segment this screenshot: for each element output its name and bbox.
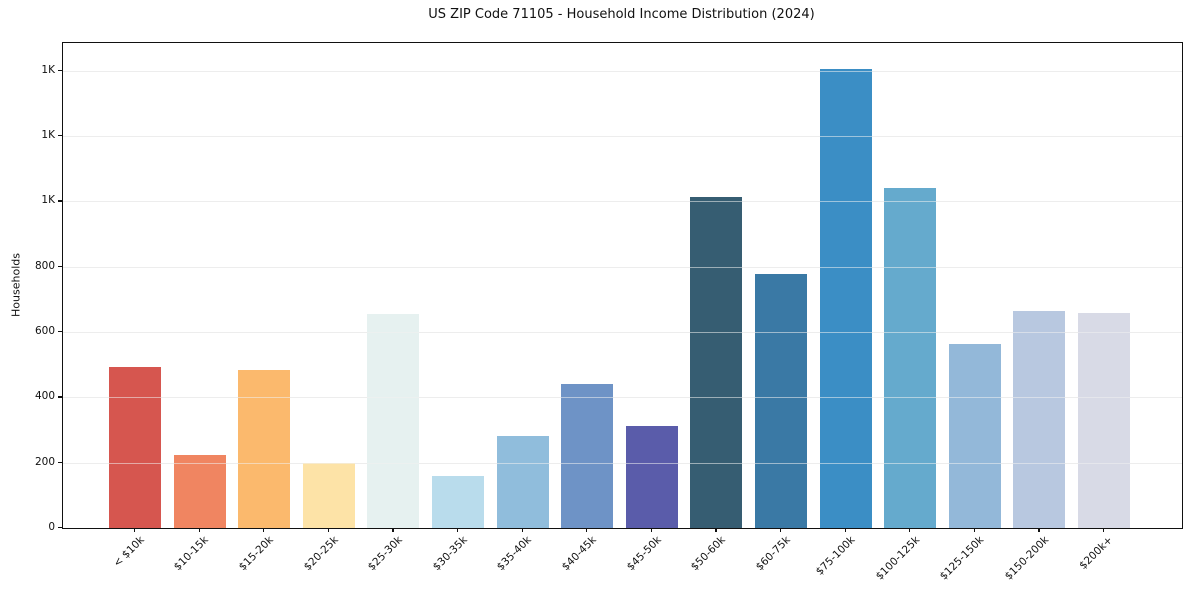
x-tick-label: $45-50k (624, 534, 664, 574)
bar-9 (625, 425, 678, 528)
x-tick-label: $20-25k (301, 534, 341, 574)
y-tick-mark (58, 461, 62, 463)
gridline-overlay (63, 136, 1182, 138)
x-tick-label: $40-45k (559, 534, 599, 574)
y-tick-label: 400 (34, 390, 55, 403)
y-tick-label: 600 (34, 325, 55, 338)
x-tick-label: < $10k (110, 534, 147, 570)
plot-area (62, 42, 1183, 529)
x-tick-label: $35-40k (495, 534, 535, 574)
bar-12 (819, 68, 872, 528)
x-tick-mark (392, 528, 394, 532)
gridline-overlay (63, 70, 1182, 72)
gridline-overlay (63, 462, 1182, 464)
x-tick-label: $100-125k (873, 534, 922, 583)
bar-1 (109, 367, 161, 528)
bar-16 (1078, 313, 1130, 528)
bar-15 (1013, 310, 1066, 528)
bar-8 (561, 383, 614, 528)
bar-13 (884, 188, 937, 528)
gridline-overlay (63, 201, 1182, 203)
bar-14 (948, 343, 1001, 528)
y-tick-mark (58, 135, 62, 137)
y-tick-mark (58, 527, 62, 529)
y-tick-mark (58, 200, 62, 202)
y-tick-label: 200 (34, 455, 55, 468)
bar-6 (432, 476, 484, 528)
x-tick-label: $15-20k (236, 534, 276, 574)
bar-10 (690, 197, 743, 528)
bar-3 (238, 369, 291, 528)
x-tick-label: $25-30k (365, 534, 405, 574)
x-tick-label: $50-60k (688, 534, 728, 574)
x-tick-mark (521, 528, 523, 532)
x-tick-label: $30-35k (430, 534, 470, 574)
y-tick-mark (58, 396, 62, 398)
x-tick-mark (198, 528, 200, 532)
x-tick-mark (909, 528, 911, 532)
bar-11 (755, 273, 807, 528)
x-tick-mark (1038, 528, 1040, 532)
bar-2 (173, 454, 226, 528)
x-tick-mark (650, 528, 652, 532)
y-tick-label: 800 (34, 259, 55, 272)
y-tick-mark (58, 331, 62, 333)
x-tick-label: $150-200k (1002, 534, 1051, 583)
bar-7 (496, 436, 549, 528)
bar-4 (302, 463, 355, 528)
x-tick-mark (327, 528, 329, 532)
y-tick-label: 1K (41, 63, 55, 76)
x-tick-mark (844, 528, 846, 532)
x-tick-label: $75-100k (813, 534, 858, 578)
y-tick-label: 1K (41, 129, 55, 142)
bar-5 (367, 314, 420, 528)
x-tick-label: $10-15k (172, 534, 212, 574)
y-tick-label: 1K (41, 194, 55, 207)
x-tick-label: $200k+ (1077, 534, 1116, 572)
x-tick-mark (973, 528, 975, 532)
x-tick-mark (715, 528, 717, 532)
chart-title: US ZIP Code 71105 - Household Income Dis… (428, 7, 815, 22)
y-tick-mark (58, 265, 62, 267)
gridline-overlay (63, 266, 1182, 268)
x-tick-mark (263, 528, 265, 532)
y-tick-label: 0 (48, 521, 55, 533)
x-tick-mark (586, 528, 588, 532)
gridline-overlay (63, 332, 1182, 334)
gridline-overlay (63, 397, 1182, 399)
x-tick-mark (1103, 528, 1105, 532)
x-tick-mark (134, 528, 136, 532)
x-tick-label: $125-150k (937, 534, 987, 583)
y-tick-mark (58, 69, 62, 71)
x-tick-mark (457, 528, 459, 532)
x-tick-label: $60-75k (753, 534, 793, 574)
x-tick-mark (780, 528, 782, 532)
